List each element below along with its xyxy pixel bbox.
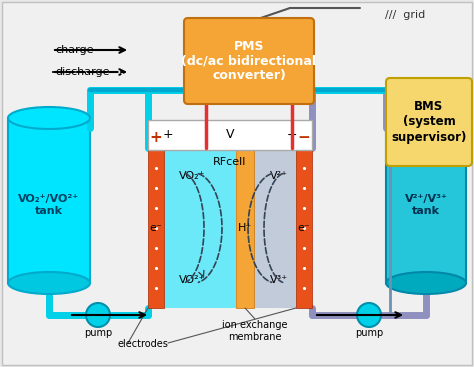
Text: ///  grid: /// grid: [385, 10, 425, 20]
Text: V: V: [226, 128, 234, 142]
Text: BMS
(system
supervisor): BMS (system supervisor): [392, 101, 467, 143]
Text: +: +: [163, 128, 173, 142]
FancyBboxPatch shape: [386, 78, 472, 166]
Text: H⁺: H⁺: [238, 223, 252, 233]
Ellipse shape: [8, 272, 90, 294]
Text: electrodes: electrodes: [118, 339, 168, 349]
Text: VO²⁺: VO²⁺: [179, 275, 205, 285]
Circle shape: [357, 303, 381, 327]
Text: RFcell: RFcell: [213, 157, 246, 167]
Bar: [8, 118, 90, 283]
Text: VO₂⁺: VO₂⁺: [179, 171, 205, 181]
Text: V³⁺: V³⁺: [270, 275, 288, 285]
Bar: [148, 120, 312, 150]
Text: charge: charge: [55, 45, 93, 55]
Bar: [236, 148, 254, 308]
Ellipse shape: [8, 107, 90, 129]
Text: e⁻: e⁻: [298, 223, 310, 233]
Text: V²⁺/V³⁺
tank: V²⁺/V³⁺ tank: [405, 194, 447, 216]
Ellipse shape: [386, 272, 466, 294]
Circle shape: [86, 303, 110, 327]
Bar: [386, 118, 466, 283]
Bar: [296, 148, 312, 308]
Text: pump: pump: [84, 328, 112, 338]
Bar: [252, 148, 298, 308]
Text: −: −: [287, 128, 297, 142]
Bar: [148, 148, 164, 308]
Ellipse shape: [386, 107, 466, 129]
Text: PMS
(dc/ac bidirectional
converter): PMS (dc/ac bidirectional converter): [182, 40, 317, 83]
Text: +: +: [150, 131, 163, 145]
FancyBboxPatch shape: [184, 18, 314, 104]
Bar: [164, 148, 236, 308]
Text: ion exchange
membrane: ion exchange membrane: [222, 320, 288, 342]
Text: VO₂⁺/VO²⁺
tank: VO₂⁺/VO²⁺ tank: [18, 194, 80, 216]
Text: V²⁺: V²⁺: [270, 171, 288, 181]
Text: −: −: [298, 131, 310, 145]
Text: e⁻: e⁻: [150, 223, 163, 233]
Text: pump: pump: [355, 328, 383, 338]
Text: discharge: discharge: [55, 67, 109, 77]
